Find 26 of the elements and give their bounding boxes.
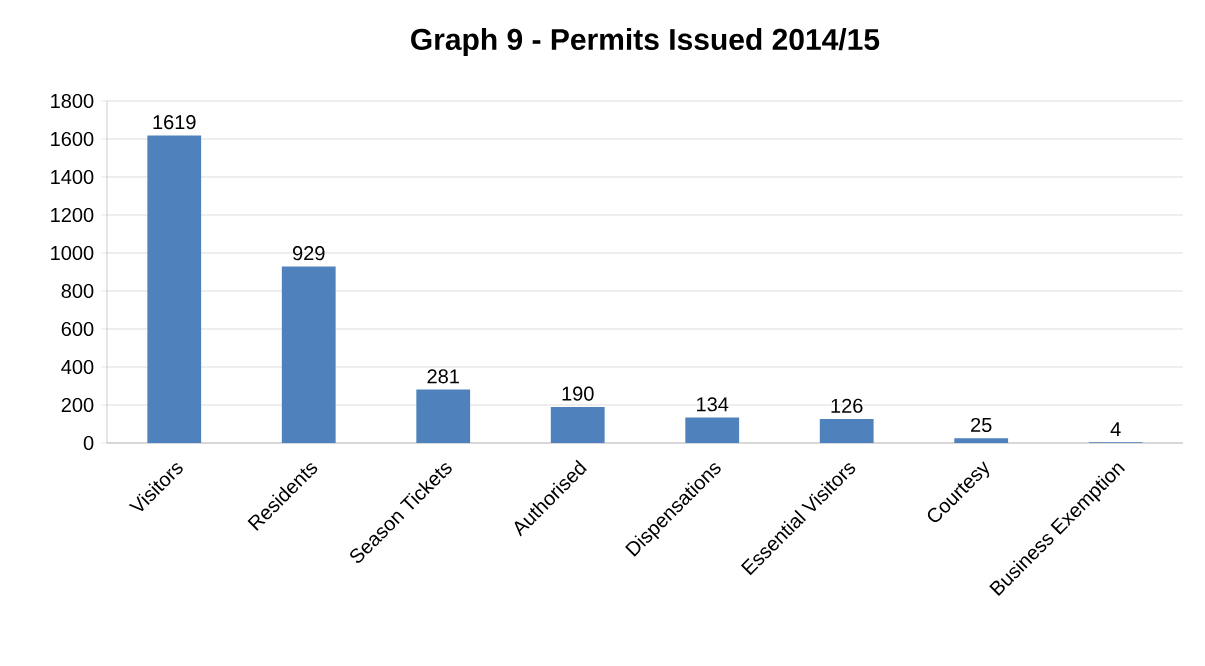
data-label: 4 [1110,422,1121,437]
bar [685,417,740,443]
y-tick-label: 400 [61,359,94,375]
bar [550,406,605,443]
bar [416,389,471,443]
data-label: 25 [971,417,992,433]
y-tick-label: 1400 [51,169,94,185]
data-label: 1619 [153,115,196,130]
bar [954,438,1009,443]
bar [281,266,336,443]
y-tick-label: 1800 [51,93,94,109]
data-label: 126 [831,398,863,413]
bar [819,419,874,443]
bar [147,135,202,443]
y-tick-label: 1000 [51,245,94,261]
data-label: 190 [562,386,594,401]
y-tick-label: 600 [61,321,94,337]
y-tick-label: 200 [61,397,94,413]
chart-title: Graph 9 - Permits Issued 2014/15 [411,28,880,56]
data-label: 134 [697,397,729,412]
y-tick-label: 800 [61,283,94,299]
y-tick-label: 0 [83,435,94,451]
y-tick-label: 1200 [51,207,94,223]
data-label: 929 [292,246,325,261]
y-tick-label: 1600 [51,131,94,147]
data-label: 281 [427,369,459,384]
